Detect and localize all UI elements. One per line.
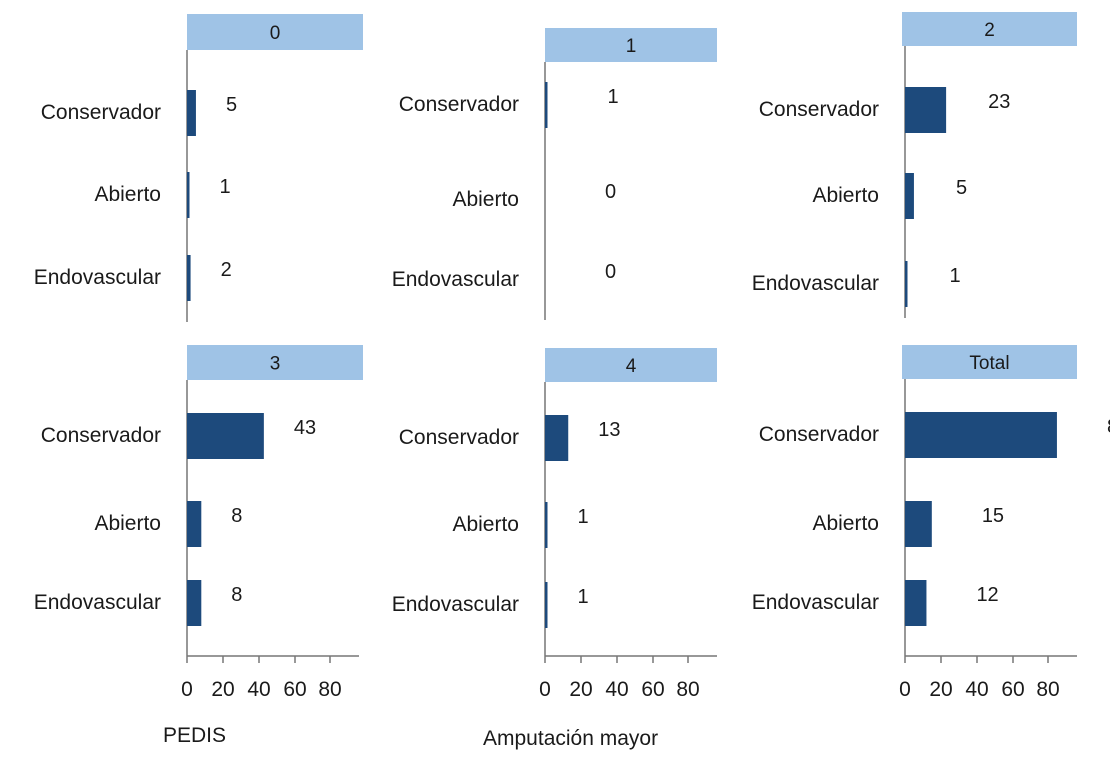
category-label: Abierto: [452, 513, 519, 536]
bar: [187, 501, 202, 547]
x-tick-label: 40: [605, 678, 628, 701]
bar: [187, 255, 191, 301]
facet-strip-label: 4: [626, 356, 637, 377]
bar: [187, 172, 190, 218]
bar: [187, 90, 196, 136]
x-tick-label: 40: [965, 678, 988, 701]
x-tick-label: 40: [247, 678, 270, 701]
y-axis-caption: Amputación mayor: [483, 727, 659, 750]
x-tick-label: 60: [1001, 678, 1024, 701]
bar: [905, 173, 914, 219]
bar: [905, 501, 932, 547]
value-label: 0: [605, 261, 616, 283]
x-tick-label: 0: [899, 678, 911, 701]
facet-strip: [545, 348, 717, 382]
bar: [545, 502, 548, 548]
facet-strip-label: Total: [969, 353, 1009, 374]
category-label: Conservador: [759, 98, 879, 121]
bar: [905, 580, 927, 626]
facet-strip-label: 2: [984, 20, 995, 41]
facet-strip: [187, 14, 363, 50]
facet-strip-label: 1: [626, 36, 637, 57]
value-label: 1: [220, 176, 231, 198]
bar: [187, 413, 264, 459]
value-label: 8: [231, 505, 242, 527]
category-label: Abierto: [452, 188, 519, 211]
value-label: 8: [231, 584, 242, 606]
value-label: 43: [294, 417, 316, 439]
category-label: Conservador: [399, 426, 519, 449]
category-label: Abierto: [812, 512, 879, 535]
bar: [905, 87, 947, 133]
value-label: 85: [1107, 416, 1110, 438]
category-label: Endovascular: [752, 272, 879, 295]
bar: [905, 261, 908, 307]
category-label: Conservador: [759, 423, 879, 446]
facet-strip: [902, 345, 1077, 379]
value-label: 12: [976, 584, 998, 606]
value-label: 1: [950, 265, 961, 287]
x-tick-label: 80: [676, 678, 699, 701]
value-label: 13: [598, 419, 620, 441]
value-label: 1: [578, 506, 589, 528]
category-label: Endovascular: [392, 268, 519, 291]
x-tick-label: 60: [641, 678, 664, 701]
value-label: 5: [956, 177, 967, 199]
facet-strip: [902, 12, 1077, 46]
x-tick-label: 80: [1036, 678, 1059, 701]
category-label: Endovascular: [34, 266, 161, 289]
bar: [187, 580, 202, 626]
facet-strip: [187, 345, 363, 380]
category-label: Conservador: [399, 93, 519, 116]
value-label: 2: [221, 259, 232, 281]
facet-strip: [545, 28, 717, 62]
category-label: Abierto: [812, 184, 879, 207]
value-label: 1: [578, 586, 589, 608]
category-label: Conservador: [41, 101, 161, 124]
value-label: 23: [988, 91, 1010, 113]
value-label: 15: [982, 505, 1004, 527]
bar: [545, 82, 548, 128]
x-axis-caption: PEDIS: [163, 724, 227, 747]
category-label: Abierto: [94, 183, 161, 206]
category-label: Endovascular: [392, 593, 519, 616]
category-label: Abierto: [94, 512, 161, 535]
x-tick-label: 80: [318, 678, 341, 701]
x-tick-label: 20: [211, 678, 234, 701]
x-tick-label: 60: [283, 678, 306, 701]
facet-strip-label: 0: [270, 23, 281, 44]
category-label: Endovascular: [34, 591, 161, 614]
category-label: Conservador: [41, 424, 161, 447]
bar: [905, 412, 1057, 458]
x-tick-label: 0: [181, 678, 193, 701]
facet-strip-label: 3: [270, 354, 281, 375]
bar: [545, 415, 569, 461]
value-label: 0: [605, 181, 616, 203]
x-tick-label: 20: [929, 678, 952, 701]
value-label: 5: [226, 94, 237, 116]
bar: [545, 582, 548, 628]
value-label: 1: [608, 86, 619, 108]
x-tick-label: 20: [569, 678, 592, 701]
category-label: Endovascular: [752, 591, 879, 614]
x-tick-label: 0: [539, 678, 551, 701]
